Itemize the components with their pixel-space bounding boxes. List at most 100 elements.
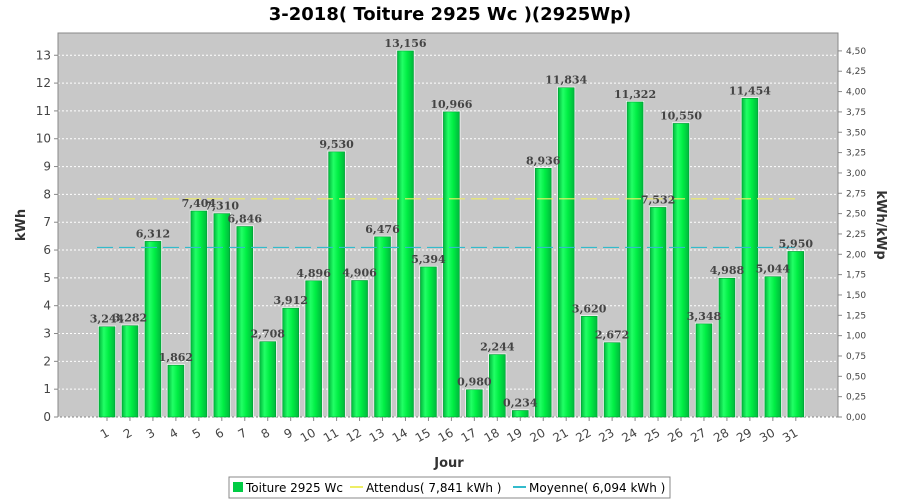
y-right-tick-label: 0,50 (846, 372, 866, 382)
data-label: 13,156 (384, 37, 426, 50)
x-tick-label: 1 (98, 425, 112, 441)
bar (121, 325, 139, 418)
x-tick-label: 19 (505, 425, 525, 445)
bar (672, 123, 690, 418)
data-label: 7,532 (641, 193, 675, 206)
y-tick-label: 4 (43, 299, 51, 313)
data-label: 1,862 (159, 351, 193, 364)
bar (397, 50, 414, 418)
y-right-tick-label: 1,50 (846, 291, 866, 301)
y-right-tick-label: 4,25 (846, 67, 866, 77)
bar (649, 207, 667, 418)
data-label: 11,454 (729, 84, 771, 97)
y-tick-label: 9 (43, 160, 51, 174)
data-label: 5,044 (756, 263, 791, 276)
bar (466, 389, 483, 418)
data-label: 5,950 (779, 237, 814, 250)
data-label: 6,312 (136, 227, 170, 240)
bar-series (98, 49, 805, 418)
data-label: 10,966 (430, 98, 472, 111)
data-label: 3,620 (572, 302, 607, 315)
x-tick-label: 18 (482, 425, 502, 445)
x-tick-label: 6 (213, 425, 227, 441)
y-right-tick-label: 2,25 (846, 230, 866, 240)
y-tick-label: 7 (43, 215, 51, 229)
y-tick-label: 12 (36, 76, 51, 90)
x-tick-label: 26 (665, 425, 685, 445)
x-tick-label: 8 (259, 425, 273, 441)
y-tick-label: 5 (43, 271, 51, 285)
x-tick-label: 27 (688, 425, 708, 445)
data-label: 9,530 (319, 138, 354, 151)
bar (787, 251, 805, 418)
data-label: 8,936 (526, 154, 561, 167)
x-tick-label: 10 (298, 425, 318, 445)
y-right-tick-label: 1,25 (846, 311, 866, 321)
y-tick-label: 6 (43, 243, 51, 257)
x-tick-label: 23 (596, 425, 616, 445)
x-tick-label: 9 (282, 425, 296, 441)
bar (420, 266, 437, 418)
y-axis-right: 0,00 0,25 0,50 0,75 1,00 1,25 1,50 1,75 2,00 2,25… (838, 47, 866, 423)
y-tick-label: 2 (43, 354, 51, 368)
y-right-tick-label: 3,25 (846, 149, 866, 159)
x-tick-label: 5 (190, 425, 204, 441)
bar (534, 168, 552, 418)
bar (259, 341, 277, 418)
data-label: 3,348 (687, 310, 722, 323)
y-right-tick-label: 4,00 (846, 88, 866, 98)
x-tick-label: 2 (121, 425, 135, 441)
bar (374, 236, 391, 418)
x-tick-label: 12 (344, 425, 364, 445)
x-tick-label: 17 (459, 425, 479, 445)
y-tick-label: 8 (43, 187, 51, 201)
bar (511, 410, 529, 418)
y-right-tick-label: 3,00 (846, 169, 866, 179)
bar (603, 342, 621, 418)
x-tick-label: 11 (321, 425, 341, 445)
legend-swatch (233, 482, 243, 492)
x-tick-label: 20 (528, 425, 548, 445)
data-label: 2,708 (250, 328, 285, 341)
data-label: 2,672 (595, 329, 629, 342)
legend-item-label: Attendus( 7,841 kWh ) (366, 481, 501, 495)
y-right-tick-label: 3,75 (846, 108, 866, 118)
x-tick-label: 31 (780, 425, 800, 445)
x-axis: 1 2 3 4 5 6 7 8 9 10 11 12 13 14 15 16 17 18 19 20 21 22 23 24 2… (98, 417, 800, 445)
reference-lines (97, 198, 800, 249)
y-tick-label: 0 (43, 410, 51, 424)
data-label: 11,322 (614, 88, 656, 101)
y-tick-label: 13 (36, 48, 51, 62)
data-label: 0,234 (503, 396, 538, 409)
y-right-tick-label: 2,50 (846, 210, 866, 220)
legend-box (228, 476, 671, 499)
x-tick-label: 16 (436, 425, 456, 445)
x-tick-label: 21 (550, 425, 570, 445)
x-tick-label: 13 (367, 425, 387, 445)
data-label: 0,980 (457, 376, 492, 389)
y-right-tick-label: 2,75 (846, 189, 866, 199)
bar (236, 226, 254, 418)
x-tick-label: 28 (711, 425, 731, 445)
bar (443, 111, 460, 418)
bar (213, 213, 231, 418)
bar (190, 210, 208, 418)
data-label: 5,394 (411, 253, 446, 266)
data-label: 7,404 (182, 197, 217, 210)
y-tick-label: 1 (43, 382, 51, 396)
data-label: 10,550 (660, 109, 702, 122)
data-label: 3,244 (90, 313, 125, 326)
y-right-tick-label: 1,00 (846, 332, 866, 342)
x-tick-label: 3 (144, 425, 158, 441)
y-right-tick-label: 0,75 (846, 352, 866, 362)
data-label: 6,476 (365, 223, 400, 236)
y-tick-label: 10 (36, 132, 51, 146)
bar (718, 277, 736, 418)
x-tick-label: 4 (167, 425, 181, 441)
legend-item-label: Moyenne( 6,094 kWh ) (529, 481, 665, 495)
y-right-tick-label: 1,75 (846, 271, 866, 281)
data-label: 3,912 (273, 294, 307, 307)
x-tick-label: 24 (619, 425, 639, 445)
